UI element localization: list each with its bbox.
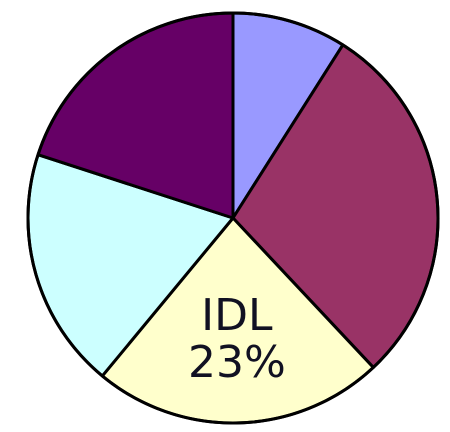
pie-outline xyxy=(26,11,440,425)
slice-value-label: 23% xyxy=(188,337,286,388)
slice-label: IDL xyxy=(201,290,273,341)
